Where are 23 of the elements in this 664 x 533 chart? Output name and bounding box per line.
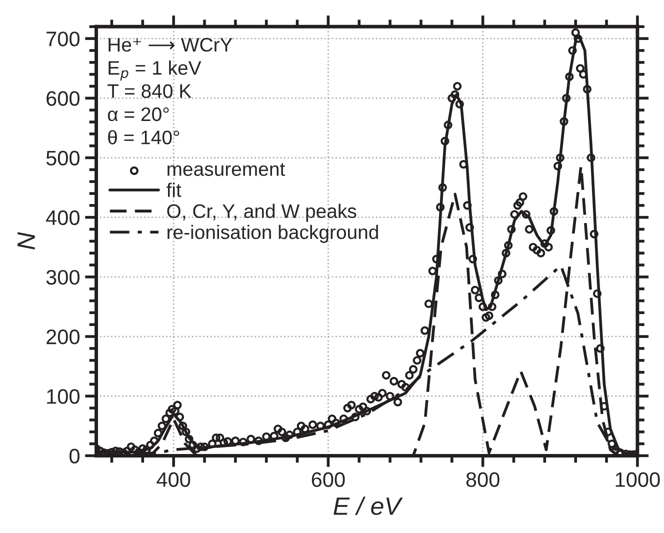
x-tick-label: 1000: [616, 472, 660, 487]
legend-label: fit: [166, 182, 182, 197]
y-tick-label: 0: [70, 448, 80, 464]
legend-label: O, Cr, Y, and W peaks: [167, 204, 356, 222]
y-tick-label: 700: [46, 32, 80, 46]
x-tick-label: 600: [312, 472, 345, 487]
x-tick-label: 800: [466, 472, 500, 487]
legend-label: re-ionisation background: [168, 224, 378, 243]
y-tick-label: 600: [46, 91, 80, 106]
x-axis-title: E / eV: [334, 496, 403, 516]
annotation: θ = 140°: [108, 130, 180, 144]
x-tick-label: 400: [156, 472, 190, 487]
annotation: E$_{p}$ = 1 keV: [108, 60, 202, 81]
annotation: α = 20°: [108, 107, 169, 122]
annotation: He⁺ ⟶ WCrY: [108, 38, 232, 52]
y-tick-label: 400: [46, 210, 80, 226]
legend-label: measurement: [168, 163, 286, 176]
y-axis-title: N: [18, 232, 35, 250]
y-tick-label: 200: [46, 330, 80, 344]
y-tick-label: 100: [47, 389, 80, 404]
y-tick-label: 300: [46, 270, 80, 285]
y-tick-label: 500: [46, 150, 80, 166]
annotation: T = 840 K: [108, 84, 192, 98]
